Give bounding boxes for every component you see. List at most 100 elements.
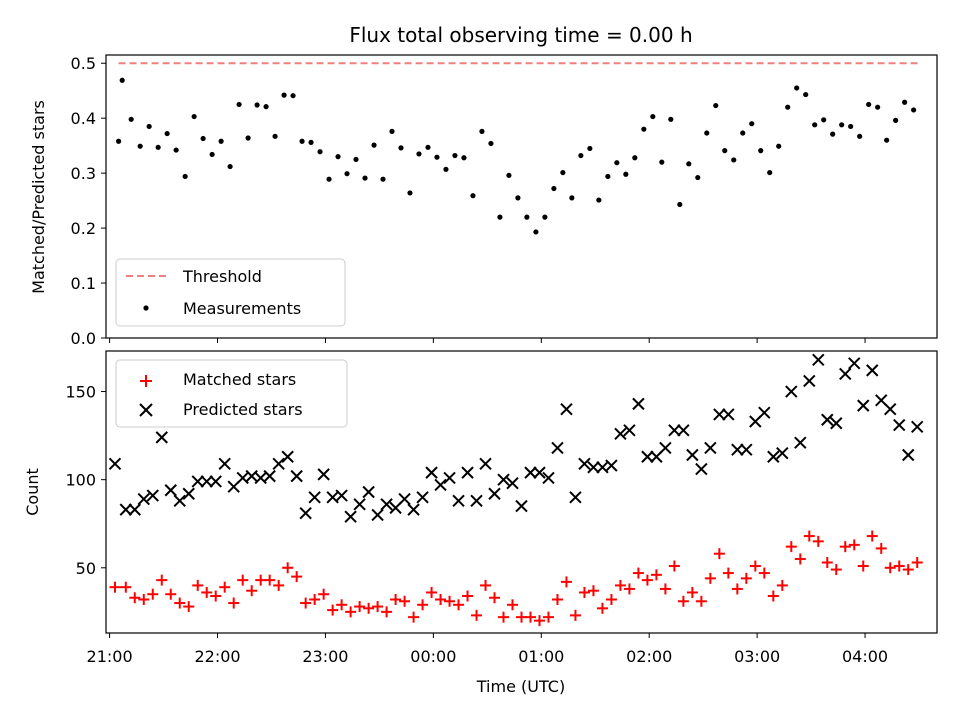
matched-star-point	[677, 595, 689, 607]
measurement-point	[326, 176, 332, 182]
predicted-star-point	[218, 457, 231, 471]
predicted-star-point	[641, 450, 654, 463]
predicted-star-point	[434, 478, 447, 492]
predicted-star-point	[686, 448, 699, 462]
measurement-point	[209, 151, 215, 158]
matched-star-point	[237, 574, 249, 586]
measurement-point	[596, 197, 602, 203]
matched-star-point	[542, 611, 554, 623]
measurement-point	[200, 135, 206, 142]
matched-star-point	[192, 579, 204, 591]
matched-star-point	[273, 579, 285, 591]
measurement-point	[146, 123, 152, 130]
predicted-star-point	[542, 471, 555, 485]
matched-star-point	[911, 557, 923, 568]
predicted-star-point	[659, 441, 672, 455]
predicted-star-point	[416, 491, 429, 504]
matched-star-point	[650, 569, 662, 581]
predicted-star-point	[335, 489, 348, 502]
measurement-point	[407, 190, 413, 196]
predicted-star-point	[614, 427, 627, 441]
predicted-star-point	[767, 450, 780, 463]
measurement-point	[515, 195, 521, 201]
measurement-point	[542, 214, 548, 220]
measurement-point	[398, 145, 404, 151]
matched-star-point	[165, 588, 177, 600]
measurement-point	[155, 144, 161, 150]
matched-star-point	[381, 606, 393, 618]
predicted-star-point	[479, 457, 492, 471]
measurement-point	[650, 113, 656, 120]
matched-star-point	[533, 615, 545, 627]
measurement-point	[497, 214, 503, 220]
measurement-point	[245, 135, 251, 141]
measurement-point	[713, 102, 719, 109]
matched-star-point	[183, 601, 195, 613]
predicted-star-point	[108, 457, 122, 471]
matched-star-point	[848, 539, 860, 551]
x-axis-label: Time (UTC)	[476, 677, 565, 696]
matched-star-point	[713, 548, 725, 560]
predicted-star-point	[128, 503, 141, 516]
matched-star-point	[857, 560, 869, 572]
measurement-point	[488, 140, 494, 147]
matched-star-point	[839, 541, 851, 553]
matched-star-point	[489, 592, 501, 604]
measurement-point	[830, 131, 836, 137]
matched-star-point	[884, 562, 896, 574]
matched-star-point	[893, 560, 905, 572]
matched-star-point	[228, 597, 240, 609]
predicted-star-point	[137, 492, 150, 506]
matched-star-point	[875, 542, 887, 554]
matched-star-point	[659, 583, 671, 595]
measurement-point	[839, 122, 845, 128]
predicted-star-point	[452, 494, 465, 508]
matched-star-point	[174, 597, 186, 609]
predicted-star-point	[632, 397, 645, 411]
x-tick-label: 01:00	[518, 647, 564, 666]
predicted-star-point	[785, 385, 798, 398]
matched-star-point	[282, 562, 294, 574]
measurement-point	[290, 93, 296, 99]
matched-star-point	[336, 599, 348, 611]
top-y-axis-label: Matched/Predicted stars	[29, 100, 48, 294]
predicted-star-point	[560, 402, 573, 416]
x-tick-label: 04:00	[842, 647, 888, 666]
matched-star-point	[686, 586, 698, 598]
predicted-star-point	[407, 503, 420, 516]
measurement-point	[389, 128, 395, 134]
top-legend-box	[115, 258, 346, 327]
matched-star-point	[471, 609, 483, 621]
predicted-star-point	[884, 402, 897, 416]
matched-star-point	[569, 609, 581, 621]
measurement-point	[776, 143, 782, 149]
measurement-point	[740, 130, 746, 136]
measurement-point	[425, 144, 431, 150]
matched-star-point	[219, 581, 231, 593]
measurement-point	[893, 117, 899, 123]
measurement-point	[308, 139, 314, 145]
matched-star-point	[524, 611, 536, 623]
matched-star-point	[830, 564, 842, 576]
matched-star-point	[785, 541, 797, 553]
measurement-point	[659, 159, 665, 165]
matched-star-point	[641, 574, 653, 586]
measurement-point	[614, 160, 620, 166]
measurement-point	[704, 130, 710, 136]
predicted-star-point	[263, 469, 276, 483]
matched-star-point	[201, 586, 213, 598]
bottom-legend-box	[115, 359, 348, 428]
matched-star-point	[632, 567, 644, 579]
bottom-axes-frame	[105, 350, 938, 634]
matched-star-point	[803, 530, 815, 542]
measurement-point	[623, 171, 629, 177]
measurement-point	[173, 147, 179, 153]
predicted-star-point	[605, 459, 618, 472]
measurement-point	[263, 104, 269, 110]
measurement-point	[443, 166, 449, 172]
top-legend: Threshold Measurements	[115, 258, 346, 327]
top-plot-area: 0.0 0.1 0.2 0.3 0.4 0.5	[71, 54, 920, 348]
predicted-star-point	[902, 448, 915, 462]
x-tick-label: 00:00	[410, 647, 456, 666]
predicted-star-point	[803, 374, 816, 388]
